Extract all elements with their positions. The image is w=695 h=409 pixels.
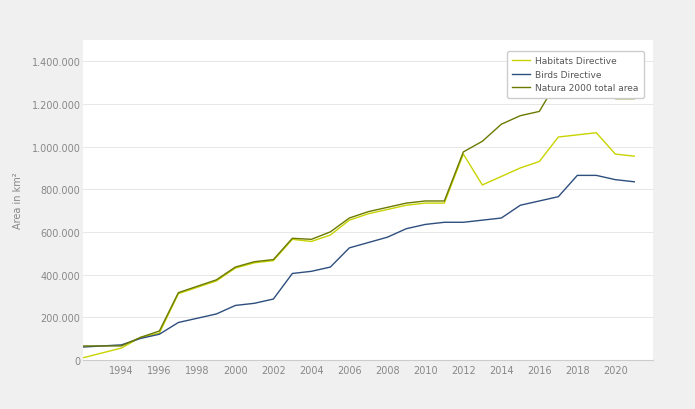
Natura 2000 total area	[345, 216, 354, 221]
Birds Directive	[269, 297, 277, 302]
Natura 2000 total area	[611, 97, 619, 102]
Habitats Directive	[459, 152, 468, 157]
Natura 2000 total area	[117, 344, 126, 348]
Habitats Directive	[326, 233, 334, 238]
Birds Directive	[212, 312, 220, 317]
Habitats Directive	[535, 160, 543, 164]
Habitats Directive	[554, 135, 562, 140]
Birds Directive	[307, 269, 316, 274]
Birds Directive	[630, 180, 639, 185]
Natura 2000 total area	[307, 237, 316, 242]
Birds Directive	[440, 220, 448, 225]
Natura 2000 total area	[535, 110, 543, 115]
Birds Directive	[345, 246, 354, 251]
Birds Directive	[193, 316, 202, 321]
Natura 2000 total area	[516, 114, 525, 119]
Natura 2000 total area	[212, 278, 220, 283]
Line: Habitats Directive: Habitats Directive	[83, 133, 635, 358]
Natura 2000 total area	[174, 290, 183, 295]
Natura 2000 total area	[478, 139, 486, 144]
Habitats Directive	[193, 285, 202, 290]
Birds Directive	[611, 178, 619, 183]
Habitats Directive	[421, 201, 430, 206]
Legend: Habitats Directive, Birds Directive, Natura 2000 total area: Habitats Directive, Birds Directive, Nat…	[507, 52, 644, 99]
Birds Directive	[155, 332, 163, 337]
Birds Directive	[117, 343, 126, 348]
Habitats Directive	[478, 183, 486, 188]
Birds Directive	[79, 345, 88, 350]
Habitats Directive	[573, 133, 582, 138]
Line: Natura 2000 total area: Natura 2000 total area	[83, 70, 635, 346]
Natura 2000 total area	[250, 260, 259, 265]
Habitats Directive	[364, 212, 373, 217]
Habitats Directive	[288, 237, 297, 242]
Habitats Directive	[136, 335, 145, 340]
Habitats Directive	[592, 131, 600, 136]
Natura 2000 total area	[79, 344, 88, 348]
Habitats Directive	[212, 279, 220, 284]
Birds Directive	[516, 203, 525, 208]
Habitats Directive	[269, 258, 277, 263]
Natura 2000 total area	[440, 199, 448, 204]
Natura 2000 total area	[288, 236, 297, 241]
Habitats Directive	[516, 166, 525, 171]
Natura 2000 total area	[193, 284, 202, 289]
Natura 2000 total area	[136, 335, 145, 340]
Habitats Directive	[155, 331, 163, 336]
Birds Directive	[592, 173, 600, 178]
Natura 2000 total area	[383, 205, 391, 210]
Natura 2000 total area	[497, 122, 505, 127]
Birds Directive	[573, 173, 582, 178]
Natura 2000 total area	[459, 150, 468, 155]
Natura 2000 total area	[630, 97, 639, 102]
Natura 2000 total area	[231, 265, 240, 270]
Birds Directive	[326, 265, 334, 270]
Birds Directive	[174, 320, 183, 325]
Natura 2000 total area	[421, 199, 430, 204]
Birds Directive	[231, 303, 240, 308]
Birds Directive	[136, 336, 145, 341]
Birds Directive	[497, 216, 505, 221]
Habitats Directive	[402, 203, 411, 208]
Habitats Directive	[345, 218, 354, 223]
Natura 2000 total area	[402, 201, 411, 206]
Natura 2000 total area	[155, 329, 163, 334]
Birds Directive	[459, 220, 468, 225]
Birds Directive	[288, 271, 297, 276]
Natura 2000 total area	[573, 74, 582, 79]
Birds Directive	[250, 301, 259, 306]
Habitats Directive	[497, 175, 505, 180]
Habitats Directive	[231, 266, 240, 271]
Habitats Directive	[440, 201, 448, 206]
Natura 2000 total area	[326, 230, 334, 235]
Birds Directive	[383, 235, 391, 240]
Habitats Directive	[611, 152, 619, 157]
Line: Birds Directive: Birds Directive	[83, 176, 635, 347]
Birds Directive	[402, 227, 411, 231]
Birds Directive	[421, 222, 430, 227]
Y-axis label: Area in km²: Area in km²	[13, 172, 24, 229]
Birds Directive	[554, 195, 562, 200]
Natura 2000 total area	[554, 78, 562, 83]
Habitats Directive	[174, 292, 183, 297]
Habitats Directive	[307, 239, 316, 244]
Natura 2000 total area	[592, 67, 600, 72]
Habitats Directive	[117, 346, 126, 351]
Natura 2000 total area	[269, 258, 277, 263]
Habitats Directive	[250, 261, 259, 265]
Birds Directive	[364, 240, 373, 245]
Habitats Directive	[630, 154, 639, 159]
Birds Directive	[535, 199, 543, 204]
Birds Directive	[478, 218, 486, 223]
Natura 2000 total area	[364, 210, 373, 215]
Habitats Directive	[383, 207, 391, 212]
Habitats Directive	[79, 355, 88, 360]
